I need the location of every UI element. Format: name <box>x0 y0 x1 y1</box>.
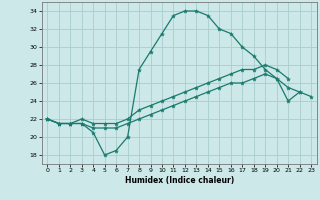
X-axis label: Humidex (Indice chaleur): Humidex (Indice chaleur) <box>124 176 234 185</box>
